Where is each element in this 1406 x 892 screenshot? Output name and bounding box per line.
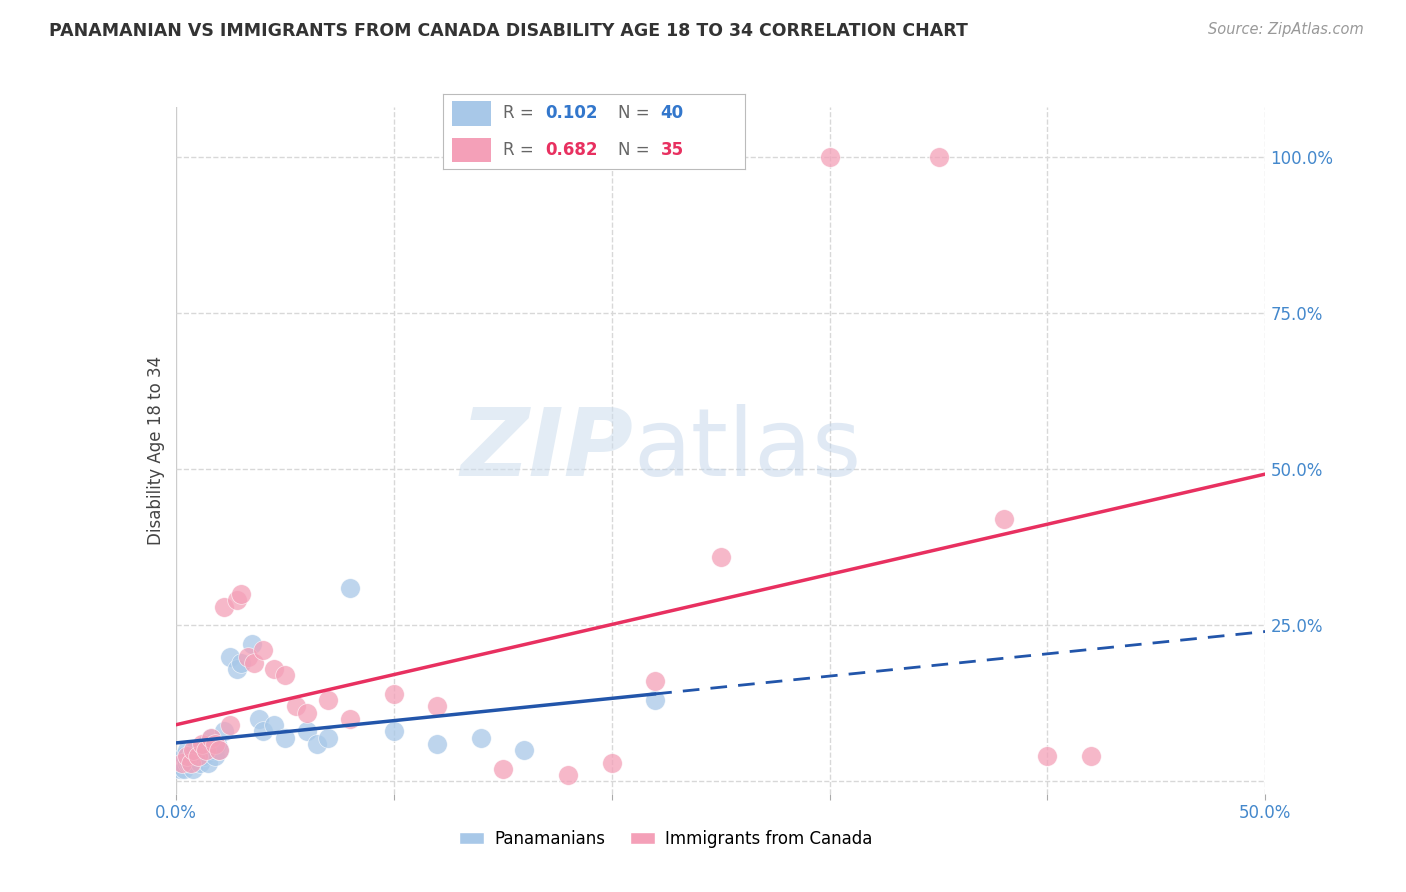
Point bbox=[172, 756, 194, 770]
Point bbox=[176, 743, 198, 757]
Point bbox=[513, 743, 536, 757]
Point bbox=[470, 731, 492, 745]
Point bbox=[195, 737, 218, 751]
Point bbox=[557, 768, 579, 782]
Point bbox=[186, 749, 209, 764]
Point bbox=[231, 587, 253, 601]
Point bbox=[184, 743, 207, 757]
Point bbox=[201, 743, 224, 757]
Text: N =: N = bbox=[619, 141, 655, 159]
Point bbox=[252, 724, 274, 739]
Point bbox=[993, 512, 1015, 526]
Point bbox=[181, 762, 204, 776]
Point bbox=[180, 756, 202, 770]
Point bbox=[204, 749, 226, 764]
Point bbox=[492, 762, 515, 776]
Text: R =: R = bbox=[503, 104, 540, 122]
Point bbox=[193, 749, 215, 764]
Point bbox=[212, 724, 235, 739]
Bar bbox=[451, 101, 491, 126]
Point bbox=[263, 662, 285, 676]
Point bbox=[818, 150, 841, 164]
Point bbox=[225, 662, 247, 676]
Text: Source: ZipAtlas.com: Source: ZipAtlas.com bbox=[1208, 22, 1364, 37]
Y-axis label: Disability Age 18 to 34: Disability Age 18 to 34 bbox=[146, 356, 165, 545]
Point bbox=[382, 724, 405, 739]
Point bbox=[318, 693, 340, 707]
Point bbox=[426, 737, 449, 751]
Point bbox=[307, 737, 329, 751]
Point bbox=[382, 687, 405, 701]
Point bbox=[263, 718, 285, 732]
Point bbox=[644, 674, 666, 689]
Point bbox=[225, 593, 247, 607]
Point bbox=[191, 737, 214, 751]
Point bbox=[212, 599, 235, 614]
Point bbox=[186, 749, 209, 764]
Point bbox=[173, 749, 195, 764]
Point bbox=[219, 649, 242, 664]
Point bbox=[176, 749, 198, 764]
Point bbox=[339, 712, 361, 726]
Bar bbox=[451, 137, 491, 161]
Point bbox=[177, 756, 200, 770]
Point bbox=[1036, 749, 1059, 764]
Text: 40: 40 bbox=[661, 104, 683, 122]
Point bbox=[318, 731, 340, 745]
Point bbox=[200, 731, 222, 745]
Point bbox=[197, 743, 219, 757]
Point bbox=[181, 743, 204, 757]
Point bbox=[274, 668, 297, 682]
Point bbox=[295, 706, 318, 720]
Text: atlas: atlas bbox=[633, 404, 862, 497]
Text: ZIP: ZIP bbox=[461, 404, 633, 497]
Point bbox=[204, 737, 226, 751]
Point bbox=[219, 718, 242, 732]
Point bbox=[172, 756, 194, 770]
Point bbox=[644, 693, 666, 707]
Point bbox=[247, 712, 270, 726]
Text: 0.102: 0.102 bbox=[546, 104, 598, 122]
Point bbox=[188, 756, 211, 770]
Legend: Panamanians, Immigrants from Canada: Panamanians, Immigrants from Canada bbox=[453, 823, 879, 855]
Text: R =: R = bbox=[503, 141, 540, 159]
Point bbox=[274, 731, 297, 745]
Text: 35: 35 bbox=[661, 141, 683, 159]
Point bbox=[240, 637, 263, 651]
Point bbox=[252, 643, 274, 657]
Text: N =: N = bbox=[619, 104, 655, 122]
Point bbox=[284, 699, 307, 714]
Point bbox=[200, 731, 222, 745]
Point bbox=[173, 762, 195, 776]
Text: PANAMANIAN VS IMMIGRANTS FROM CANADA DISABILITY AGE 18 TO 34 CORRELATION CHART: PANAMANIAN VS IMMIGRANTS FROM CANADA DIS… bbox=[49, 22, 969, 40]
Point bbox=[231, 656, 253, 670]
Point bbox=[928, 150, 950, 164]
Point bbox=[205, 737, 228, 751]
Point bbox=[176, 756, 198, 770]
Point bbox=[180, 749, 202, 764]
Point bbox=[295, 724, 318, 739]
Point bbox=[339, 581, 361, 595]
Point bbox=[208, 743, 231, 757]
Point bbox=[1080, 749, 1102, 764]
Point bbox=[169, 762, 191, 776]
Point bbox=[197, 756, 219, 770]
Point bbox=[208, 743, 231, 757]
Point bbox=[236, 649, 259, 664]
Point bbox=[426, 699, 449, 714]
Point bbox=[191, 743, 214, 757]
Text: 0.682: 0.682 bbox=[546, 141, 598, 159]
Point bbox=[710, 549, 733, 564]
Point bbox=[243, 656, 266, 670]
Point bbox=[195, 743, 218, 757]
Point bbox=[600, 756, 623, 770]
